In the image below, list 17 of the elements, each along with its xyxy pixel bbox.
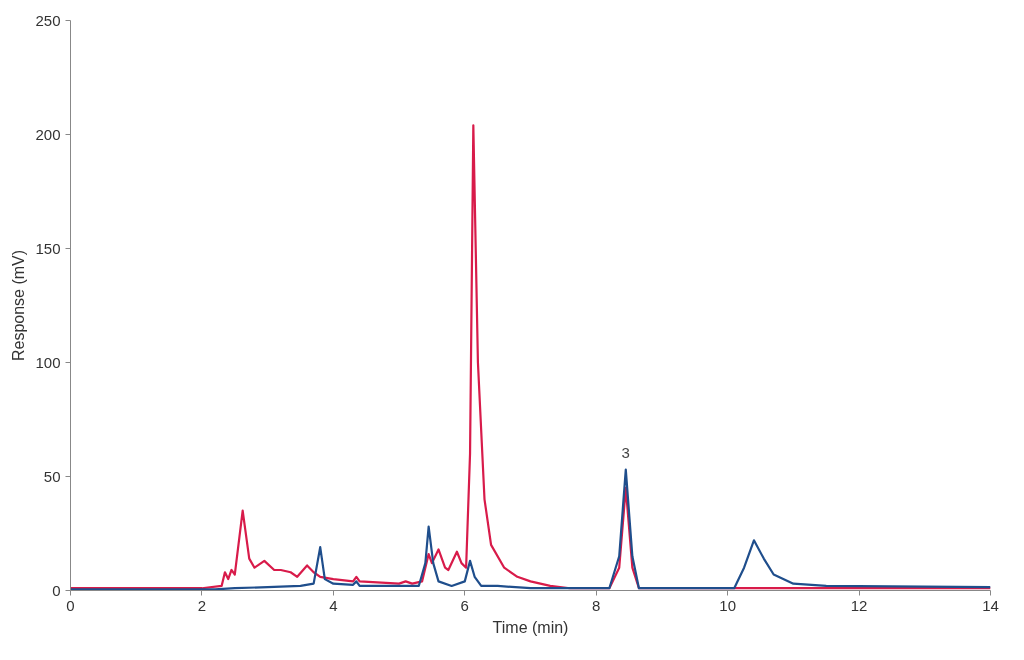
y-tick-label: 200 — [35, 125, 61, 143]
x-tick-label: 10 — [719, 596, 736, 614]
x-axis-title: Time (min) — [492, 618, 569, 636]
y-tick-label: 50 — [43, 467, 61, 485]
x-tick-label: 12 — [850, 596, 868, 614]
y-tick-label: 0 — [52, 581, 61, 599]
x-tick-label: 14 — [982, 596, 999, 614]
x-tick-label: 2 — [197, 596, 207, 614]
y-tick-label: 250 — [35, 11, 61, 29]
annotation: 3 — [621, 443, 630, 461]
x-tick-label: 6 — [460, 596, 469, 614]
x-tick-label: 4 — [329, 596, 338, 614]
y-tick-label: 150 — [35, 239, 61, 257]
x-tick-label: 0 — [66, 596, 75, 614]
y-tick-label: 100 — [35, 353, 61, 371]
x-tick-label: 8 — [592, 596, 601, 614]
y-axis-title: Response (mV) — [10, 249, 28, 362]
